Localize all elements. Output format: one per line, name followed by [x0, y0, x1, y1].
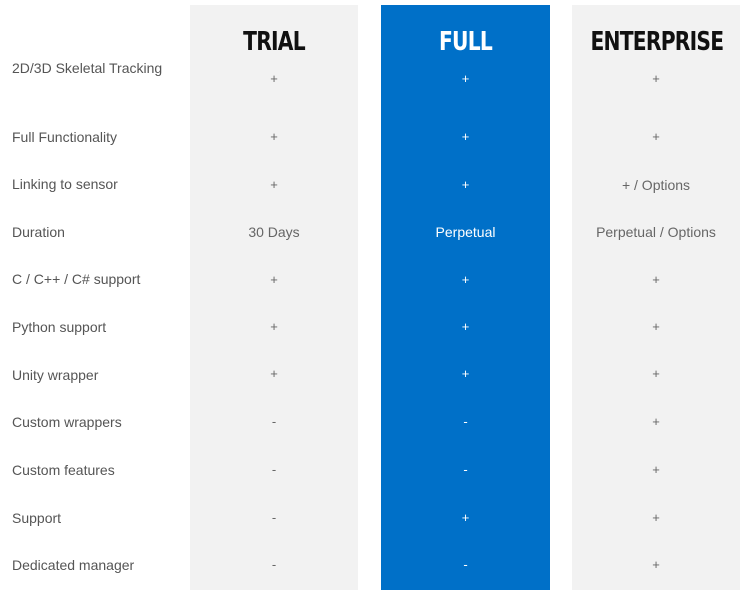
plan-cell: + [652, 272, 660, 287]
feature-label: Custom features [12, 462, 115, 478]
plan-cell: + [652, 129, 660, 144]
plan-cell: + [270, 319, 278, 334]
plan-cell: + [652, 319, 660, 334]
plan-cell: + [652, 510, 660, 525]
plan-column-enterprise: ENTERPRISE + + + / Options Perpetual / O… [572, 5, 740, 590]
plan-cell: + [270, 272, 278, 287]
plan-cell: - [463, 414, 468, 429]
plan-cell: + / Options [621, 177, 691, 193]
feature-label: Custom wrappers [12, 414, 122, 430]
plan-cell: - [271, 510, 277, 525]
feature-label: Python support [12, 319, 107, 335]
plan-title-trial: TRIAL [243, 27, 305, 57]
plan-cell: + [652, 414, 660, 429]
plan-cell: + [270, 177, 278, 192]
plan-cell: + [270, 71, 278, 86]
plan-cell: + [461, 177, 470, 192]
plan-cell: - [271, 462, 277, 477]
plan-cell: + [461, 129, 470, 144]
plan-cell: - [271, 414, 277, 429]
plan-cell: + [652, 366, 660, 381]
feature-label: Full Functionality [12, 129, 118, 145]
feature-label: Duration [12, 224, 65, 240]
plan-cell: + [652, 71, 660, 86]
plan-column-full: FULL + + + Perpetual + + + - - + - [381, 5, 550, 590]
plan-cell: - [463, 462, 468, 477]
feature-label: Dedicated manager [12, 557, 135, 573]
plan-cell: + [461, 510, 470, 525]
feature-label: Linking to sensor [12, 176, 118, 192]
plan-cell: + [652, 462, 660, 477]
plan-cell: + [270, 366, 278, 381]
plan-cell: Perpetual / Options [596, 224, 716, 240]
feature-label: Support [12, 510, 62, 526]
plan-cell: 30 Days [248, 224, 300, 240]
plan-cell: + [652, 557, 660, 572]
plan-column-trial: TRIAL + + + 30 Days + + + - - - - [190, 5, 358, 590]
plan-title-full: FULL [438, 27, 493, 57]
plan-cell: + [270, 129, 278, 144]
feature-label: Unity wrapper [12, 367, 99, 383]
feature-label: C / C++ / C# support [12, 271, 141, 287]
plan-cell: + [461, 319, 470, 334]
feature-label: 2D/3D Skeletal Tracking [12, 60, 163, 76]
plan-title-enterprise: ENTERPRISE [590, 27, 724, 57]
plan-cell: + [461, 272, 470, 287]
plan-cell: - [463, 557, 468, 572]
plan-cell: + [461, 71, 470, 86]
plan-cell: Perpetual [435, 224, 496, 240]
plan-cell: - [271, 557, 277, 572]
plan-cell: + [461, 366, 470, 381]
